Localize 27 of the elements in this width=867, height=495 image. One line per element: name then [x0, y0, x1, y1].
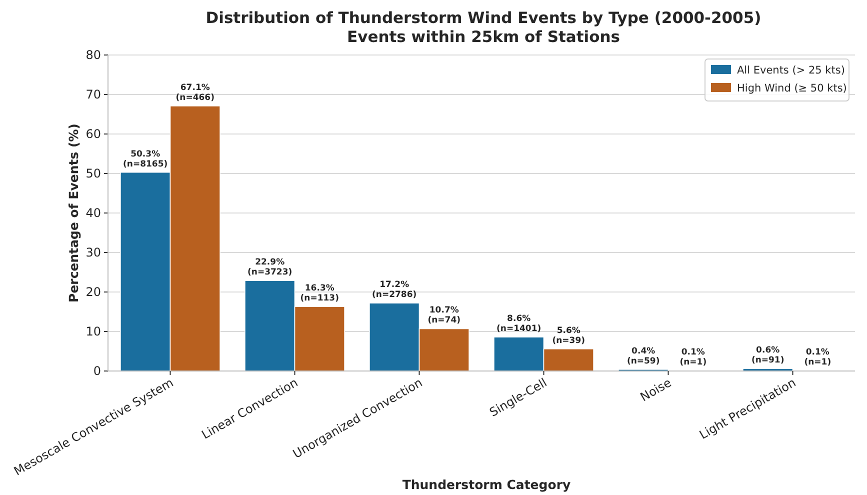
- y-axis-title: Percentage of Events (%): [66, 124, 81, 302]
- chart-subtitle: Events within 25km of Stations: [347, 28, 620, 46]
- data-label: 8.6% (n=1401): [496, 314, 542, 334]
- data-label: 0.6% (n=91): [751, 346, 784, 366]
- y-tick-label: 20: [86, 285, 101, 300]
- data-label: 17.2% (n=2786): [372, 280, 417, 300]
- legend-label: All Events (> 25 kts): [737, 64, 845, 77]
- y-tick-label: 40: [86, 206, 101, 220]
- data-label: 5.6% (n=39): [552, 326, 586, 346]
- y-tick-label: 50: [86, 166, 101, 181]
- data-label: 0.1% (n=1): [680, 348, 707, 368]
- data-label: 0.1% (n=1): [804, 348, 832, 368]
- chart-title: Distribution of Thunderstorm Wind Events by Type (2000-2005): [206, 9, 762, 27]
- y-tick-label: 10: [86, 324, 101, 339]
- y-tick-label: 30: [86, 246, 101, 260]
- x-axis-title: Thunderstorm Category: [402, 477, 571, 492]
- data-label: 22.9% (n=3723): [248, 258, 292, 278]
- data-label: 0.4% (n=59): [626, 346, 660, 366]
- y-tick-label: 80: [86, 48, 101, 62]
- data-label: 67.1% (n=466): [176, 82, 215, 103]
- data-label: 50.3% (n=8165): [123, 149, 168, 170]
- y-tick-label: 60: [86, 127, 101, 142]
- data-label: 16.3% (n=113): [300, 284, 340, 304]
- legend-label: High Wind (≥ 50 kts): [737, 82, 847, 95]
- y-tick-label: 0: [93, 364, 101, 378]
- y-tick-label: 70: [86, 88, 101, 102]
- data-label: 10.7% (n=74): [428, 306, 461, 326]
